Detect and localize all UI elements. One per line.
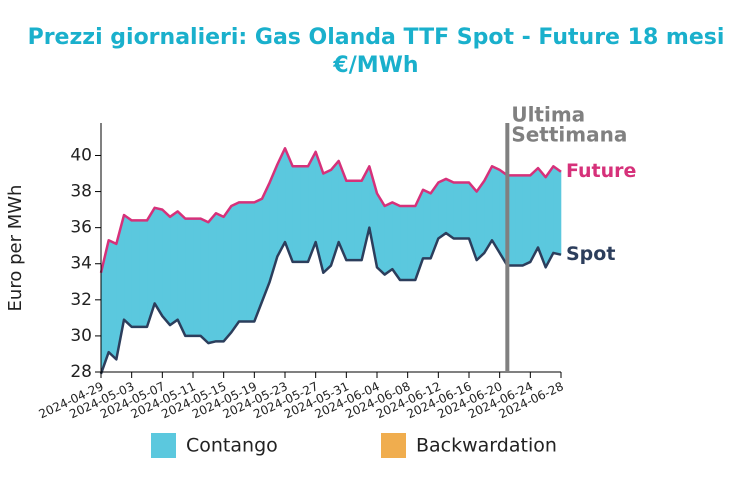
y-axis-label: Euro per MWh [5,185,26,312]
spread-area [169,210,178,326]
spread-area [162,208,171,326]
spread-area [553,165,562,256]
chart-subtitle: €/MWh [332,53,418,78]
series-label: Future [566,160,636,182]
spread-area [399,205,408,281]
y-tick-label: 36 [70,218,92,238]
legend-swatch [381,433,406,458]
spread-area [422,189,431,259]
spread-area [323,169,332,274]
annotation-label: Settimana [511,123,627,147]
spread-area [154,207,163,318]
spread-area [108,239,117,361]
spread-area [139,220,148,328]
spread-area [185,218,194,337]
spread-area [514,175,523,266]
y-tick-label: 32 [70,290,92,310]
annotation-label: Ultima [511,103,585,127]
chart-title: Prezzi giornalieri: Gas Olanda TTF Spot … [28,25,725,50]
spread-area [238,202,247,322]
y-tick-label: 34 [70,254,92,274]
spread-area [453,182,462,239]
spread-area [208,212,217,344]
spread-area [346,180,355,261]
legend-label: Backwardation [416,435,557,457]
spread-area [407,205,416,281]
spread-area [300,166,309,263]
series-line [99,226,562,375]
legend-swatch [151,433,176,458]
spread-area [246,202,255,322]
spread-area [353,180,362,261]
spread-area [123,214,132,328]
spread-area [384,201,393,276]
spread-area [192,218,201,337]
spread-area [522,175,531,267]
spread-area [231,201,240,334]
y-tick-label: 28 [70,362,92,382]
spread-area [476,179,485,261]
legend-label: Contango [186,435,278,457]
spread-area [545,165,554,268]
spread-area [223,205,232,343]
spread-area [215,212,224,342]
spread-area [177,210,186,337]
spread-area [200,218,209,344]
spread-area [292,166,301,263]
series-line [99,147,562,274]
y-tick-label: 38 [70,182,92,202]
spread-area [438,178,447,240]
spread-area [461,182,470,239]
spread-area [392,201,401,281]
y-tick-label: 40 [70,145,92,165]
spread-area [131,220,140,328]
y-tick-label: 30 [70,326,92,346]
spread-area [445,178,454,240]
series-label: Spot [566,243,615,265]
